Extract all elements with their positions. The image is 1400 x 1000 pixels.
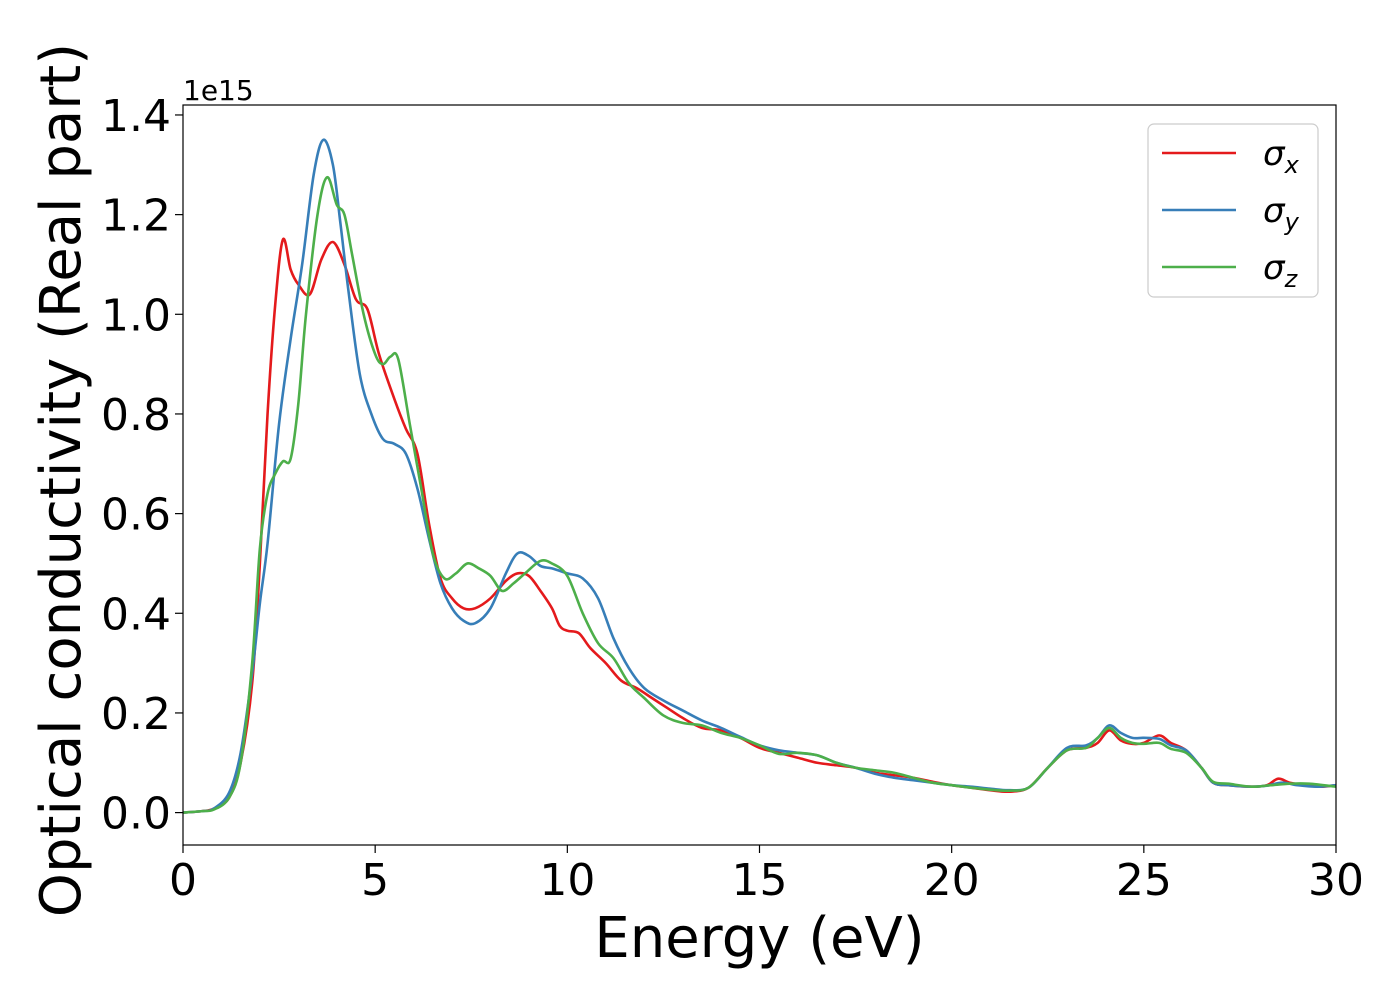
x-tick-label: 20 — [924, 855, 980, 906]
x-tick-label: 10 — [539, 855, 595, 906]
series-line-z — [183, 175, 1336, 814]
x-axis-title: Energy (eV) — [594, 906, 924, 971]
plot-area: 0 5 10 15 20 25 30 0.0 0.2 0.4 0.6 0.8 1.0 1.2 1.4 1e15… — [29, 43, 1364, 971]
y-tick-label: 1.0 — [101, 290, 171, 341]
y-tick-label: 1.2 — [101, 191, 171, 242]
x-tick-label: 0 — [169, 855, 197, 906]
y-tick-label: 1.4 — [101, 91, 171, 142]
y-offset-label: 1e15 — [183, 74, 254, 107]
y-axis-title: Optical conductivity (Real part) — [29, 43, 94, 917]
legend: σx σy σz — [1147, 123, 1319, 298]
legend-label-y: σy — [1263, 191, 1300, 236]
y-tick-label: 0.2 — [101, 689, 171, 740]
x-tick-label: 15 — [732, 855, 788, 906]
y-tick-label: 0.8 — [101, 390, 171, 441]
series-lines — [183, 138, 1336, 814]
x-tick-label: 30 — [1308, 855, 1364, 906]
series-line-y — [183, 138, 1336, 814]
series-line-x — [183, 237, 1336, 814]
y-tick-label: 0.6 — [101, 490, 171, 541]
y-tick-label: 0.0 — [101, 789, 171, 840]
legend-label-z: σz — [1263, 248, 1299, 293]
y-tick-label: 0.4 — [101, 589, 171, 640]
x-tick-label: 5 — [361, 855, 389, 906]
legend-label-x: σx — [1263, 134, 1300, 179]
x-tick-label: 25 — [1116, 855, 1172, 906]
